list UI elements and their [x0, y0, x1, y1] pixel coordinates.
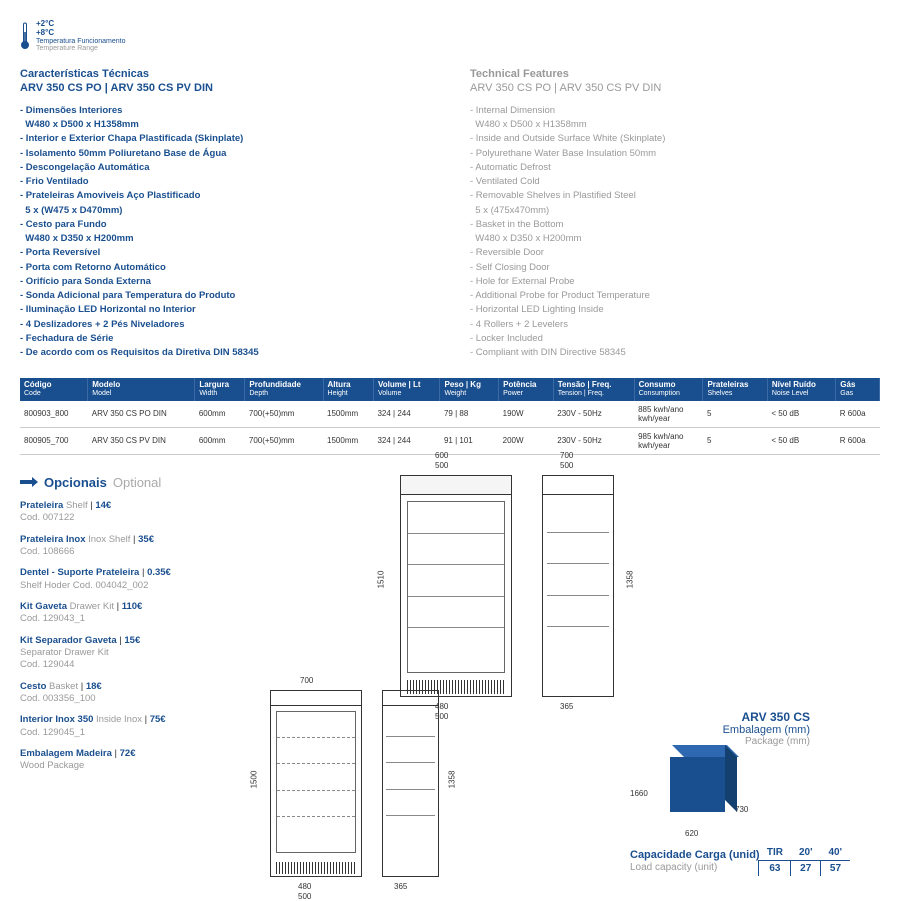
optional-item: Dentel - Suporte Prateleira | 0.35€Shelf… — [20, 567, 280, 592]
thermometer-icon — [20, 22, 30, 50]
optional-item: Interior Inox 350 Inside Inox | 75€Cod. … — [20, 714, 280, 739]
spec-table: CódigoCodeModeloModelLarguraWidthProfund… — [20, 378, 880, 454]
temp-label-pt: Temperatura Funcionamento — [36, 38, 126, 46]
fridge-small-side-diagram — [382, 690, 439, 877]
tech-models-pt: ARV 350 CS PO | ARV 350 CS PV DIN — [20, 82, 430, 94]
fridge-small-front-diagram — [270, 690, 362, 877]
optionals-title: Opcionais Optional — [20, 475, 280, 490]
capacity-table: TIR20'40' 632757 — [758, 845, 850, 876]
optional-item: Prateleira Shelf | 14€Cod. 007122 — [20, 500, 280, 525]
package-block: ARV 350 CS Embalagem (mm) Package (mm) 1… — [630, 710, 850, 876]
temp-value-2: +8°C — [36, 29, 126, 38]
table-row: 800905_700ARV 350 CS PV DIN600mm700(+50)… — [20, 427, 880, 454]
features-en: - Internal Dimension W480 x D500 x H1358… — [470, 104, 880, 361]
optional-item: Prateleira Inox Inox Shelf | 35€Cod. 108… — [20, 534, 280, 559]
fridge-side-diagram — [542, 475, 614, 697]
optional-item: Kit Gaveta Drawer Kit | 110€Cod. 129043_… — [20, 601, 280, 626]
temp-label-en: Temperature Range — [36, 45, 126, 53]
spec-table-header: CódigoCodeModeloModelLarguraWidthProfund… — [20, 378, 880, 400]
technical-features: Características Técnicas ARV 350 CS PO |… — [20, 68, 880, 361]
package-cube-icon — [670, 757, 725, 812]
temperature-block: +2°C +8°C Temperatura Funcionamento Temp… — [20, 20, 880, 53]
diagrams: 600 500 1510 480 500 — [280, 475, 880, 782]
arrow-icon — [20, 477, 38, 487]
optional-item: Embalagem Madeira | 72€Wood Package — [20, 748, 280, 773]
fridge-front-diagram — [400, 475, 512, 697]
tech-title-pt: Características Técnicas — [20, 68, 430, 80]
optional-item: Kit Separador Gaveta | 15€Separator Draw… — [20, 635, 280, 672]
tech-models-en: ARV 350 CS PO | ARV 350 CS PV DIN — [470, 82, 880, 94]
features-pt: - Dimensões Interiores W480 x D500 x H13… — [20, 104, 430, 361]
tech-title-en: Technical Features — [470, 68, 880, 80]
table-row: 800903_800ARV 350 CS PO DIN600mm700(+50)… — [20, 401, 880, 428]
optional-item: Cesto Basket | 18€Cod. 003356_100 — [20, 681, 280, 706]
optionals-section: Opcionais Optional Prateleira Shelf | 14… — [20, 475, 280, 782]
